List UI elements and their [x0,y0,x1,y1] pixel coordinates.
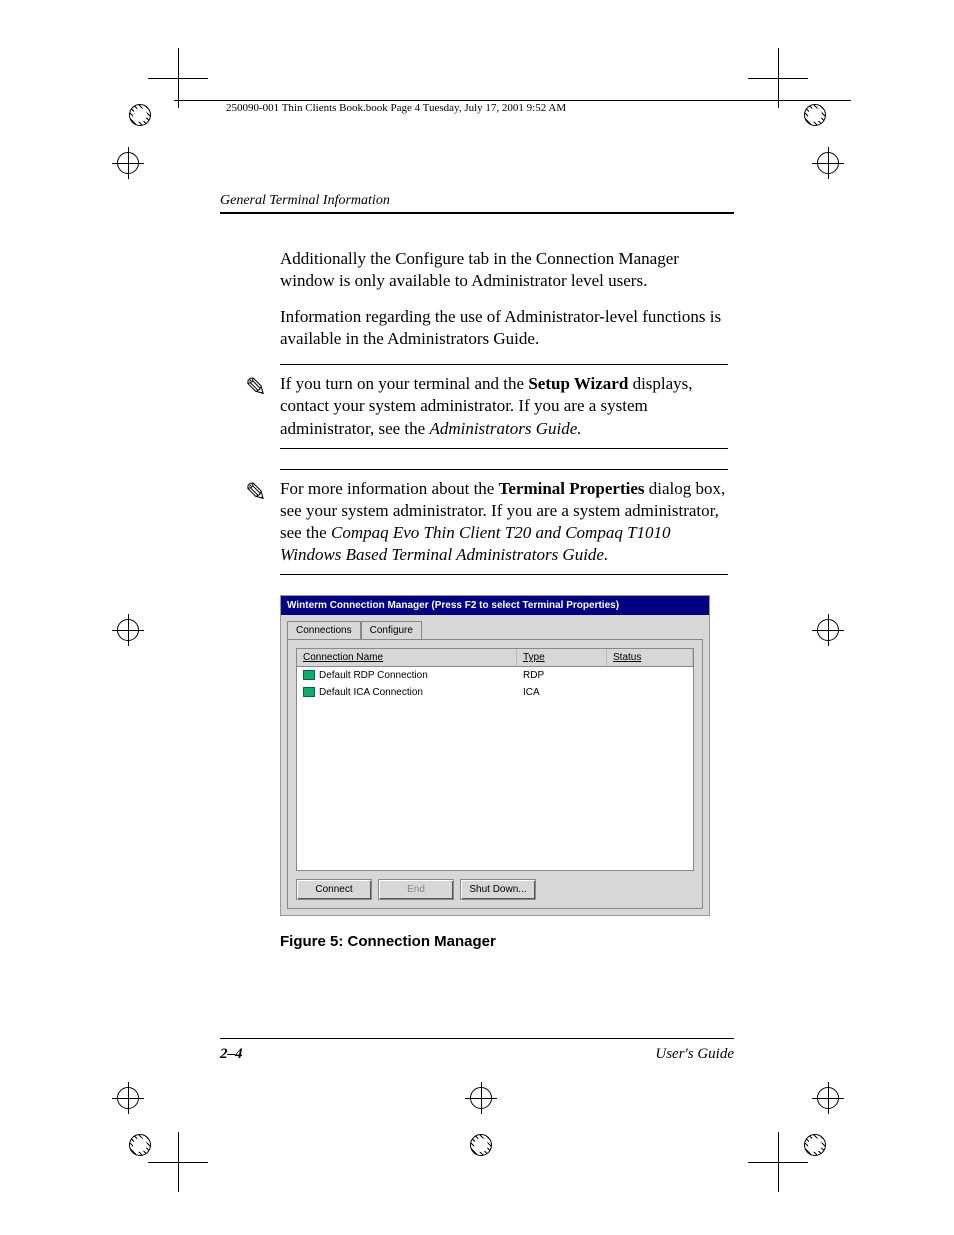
registration-mark [813,1083,843,1113]
button-row: Connect End Shut Down... [296,879,694,900]
shutdown-button[interactable]: Shut Down... [460,879,536,900]
page-content: Additionally the Configure tab in the Co… [280,248,728,952]
screenshot-window: Winterm Connection Manager (Press F2 to … [280,595,710,916]
registration-mark [800,1130,830,1160]
note-text-bold: Terminal Properties [499,479,645,498]
cell-status [607,684,693,701]
column-header-name[interactable]: Connection Name [297,649,517,666]
registration-mark [125,1130,155,1160]
connection-icon [303,687,315,697]
cell-type: ICA [517,684,607,701]
registration-mark [813,148,843,178]
footer-title: User's Guide [655,1046,734,1063]
page-number: 2–4 [220,1046,243,1063]
note-text-bold: Setup Wizard [528,374,628,393]
registration-mark [113,615,143,645]
note-text: If you turn on your terminal and the [280,374,528,393]
cell-status [607,667,693,684]
note-block: ✎ If you turn on your terminal and the S… [280,364,728,448]
figure: Winterm Connection Manager (Press F2 to … [280,595,728,952]
registration-mark [466,1083,496,1113]
note-text-italic: Compaq Evo Thin Client T20 and Compaq T1… [280,523,671,564]
print-meta-text: 250090-001 Thin Clients Book.book Page 4… [224,102,568,114]
connect-button[interactable]: Connect [296,879,372,900]
section-header: General Terminal Information [220,193,390,209]
window-titlebar: Winterm Connection Manager (Press F2 to … [281,596,709,615]
pencil-icon: ✎ [245,476,267,510]
list-row[interactable]: Default ICA Connection ICA [297,684,693,701]
paragraph: Additionally the Configure tab in the Co… [280,248,728,292]
column-header-status[interactable]: Status [607,649,693,666]
cell-name: Default ICA Connection [319,687,423,698]
cell-type: RDP [517,667,607,684]
note-block: ✎ For more information about the Termina… [280,469,728,575]
registration-mark [813,615,843,645]
print-meta-header: 250090-001 Thin Clients Book.book Page 4… [174,100,851,130]
tab-panel: Connection Name Type Status Default RDP … [287,639,703,909]
note-text: For more information about the [280,479,499,498]
registration-mark [113,1083,143,1113]
pencil-icon: ✎ [245,371,267,405]
tab-connections[interactable]: Connections [287,621,361,639]
registration-mark [466,1130,496,1160]
connection-list: Connection Name Type Status Default RDP … [296,648,694,871]
tab-configure[interactable]: Configure [361,621,422,639]
registration-mark [113,148,143,178]
registration-mark [125,100,155,130]
note-text-italic: Administrators Guide. [429,419,581,438]
paragraph: Information regarding the use of Adminis… [280,306,728,350]
figure-caption: Figure 5: Connection Manager [280,932,728,952]
tab-strip: Connections Configure [287,621,703,639]
column-header-type[interactable]: Type [517,649,607,666]
list-row[interactable]: Default RDP Connection RDP [297,667,693,684]
section-header-rule [220,212,734,214]
cell-name: Default RDP Connection [319,670,428,681]
footer-rule [220,1038,734,1039]
connection-icon [303,670,315,680]
list-header: Connection Name Type Status [297,649,693,667]
end-button[interactable]: End [378,879,454,900]
